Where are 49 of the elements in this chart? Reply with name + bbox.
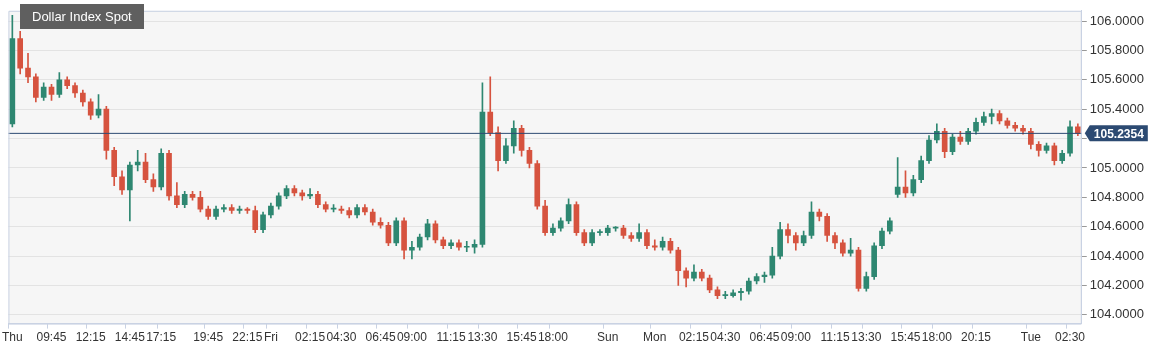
candlestick <box>738 288 744 301</box>
y-tick-label: 106.0000 <box>1089 12 1145 28</box>
x-tick-label: 17:15 <box>146 330 177 345</box>
x-tick-label: 11:15 <box>436 330 466 345</box>
candlestick <box>221 204 227 213</box>
chart-title: Dollar Index Spot <box>20 4 144 29</box>
x-tick-label: 13:30 <box>851 330 882 345</box>
x-tick-label: Fri <box>263 330 278 345</box>
y-tick-label: 105.4000 <box>1089 100 1145 116</box>
x-tick-label: 18:00 <box>537 330 569 345</box>
y-tick-label: 105.0000 <box>1089 159 1145 175</box>
x-tick-label: 20:15 <box>960 330 992 345</box>
x-tick-label: 12:15 <box>75 330 107 345</box>
y-tick-label: 104.6000 <box>1089 218 1145 234</box>
y-tick-label: 105.6000 <box>1089 71 1145 87</box>
x-tick-label: Sun <box>597 330 619 345</box>
y-tick-label: 105.8000 <box>1089 42 1145 58</box>
x-tick-label: 04:30 <box>326 330 357 345</box>
x-tick-label: 11:15 <box>820 330 850 345</box>
x-tick-label: 04:30 <box>710 330 741 345</box>
x-tick-label: 09:00 <box>396 330 428 345</box>
x-tick-label: 02:30 <box>1055 330 1086 345</box>
candlestick <box>722 290 729 299</box>
x-tick-label: Mon <box>643 330 667 345</box>
y-tick-label: 104.4000 <box>1089 247 1145 263</box>
x-tick-label: 22:15 <box>232 330 263 345</box>
x-tick-label: 02:15 <box>295 330 326 345</box>
ref-line-label: 105.2354 <box>1093 126 1145 141</box>
x-tick-label: Tue <box>1020 330 1042 345</box>
y-tick-label: 104.8000 <box>1089 188 1145 204</box>
x-tick-label: Thu <box>2 330 23 345</box>
x-tick-label: 06:45 <box>749 330 780 345</box>
candlestick <box>463 241 470 252</box>
x-tick-label: 15:45 <box>890 330 921 345</box>
y-tick-label: 104.0000 <box>1089 306 1145 322</box>
x-tick-label: 13:30 <box>467 330 498 345</box>
x-tick-label: 18:00 <box>921 330 953 345</box>
candlestick <box>134 149 141 172</box>
candlestick <box>307 188 313 200</box>
candlestick <box>409 241 415 260</box>
x-tick-label: 09:45 <box>36 330 67 345</box>
x-tick-label: 02:15 <box>678 330 710 345</box>
x-tick-label: 15:45 <box>506 330 537 345</box>
x-tick-label: 14:45 <box>114 330 146 345</box>
x-tick-label: 06:45 <box>365 330 396 345</box>
x-tick-label: 19:45 <box>193 330 224 345</box>
y-tick-label: 104.2000 <box>1089 277 1145 292</box>
x-tick-label: 09:00 <box>780 330 812 345</box>
candlestick <box>597 229 603 236</box>
